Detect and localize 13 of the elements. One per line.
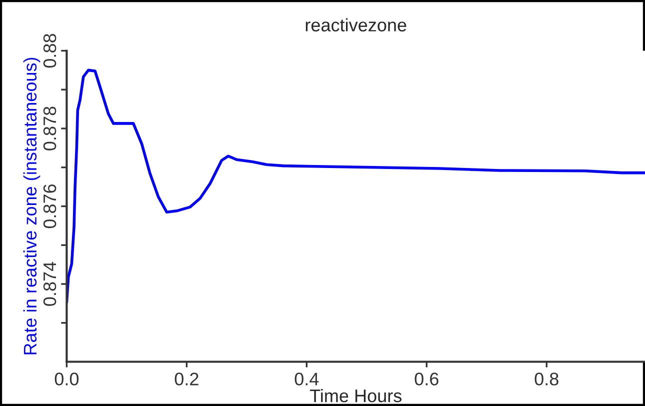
x-tick-label: 0.6 (414, 372, 438, 386)
y-tick-label: 0.88 (43, 34, 56, 68)
line-series (66, 68, 645, 304)
y-tick-label: 0.874 (43, 262, 56, 306)
y-tick-label: 0.876 (43, 184, 56, 228)
x-tick-label: 0.2 (174, 372, 198, 386)
x-tick-label: 0.8 (534, 372, 558, 386)
y-axis-title: Rate in reactive zone (instantaneous) (23, 58, 40, 354)
chart-title: reactivezone (306, 18, 406, 32)
x-tick-label: 0.4 (294, 372, 319, 386)
y-tick-label: 0.878 (43, 106, 56, 150)
x-axis-title: Time Hours (310, 388, 402, 402)
x-tick-label: 0.0 (54, 372, 79, 386)
